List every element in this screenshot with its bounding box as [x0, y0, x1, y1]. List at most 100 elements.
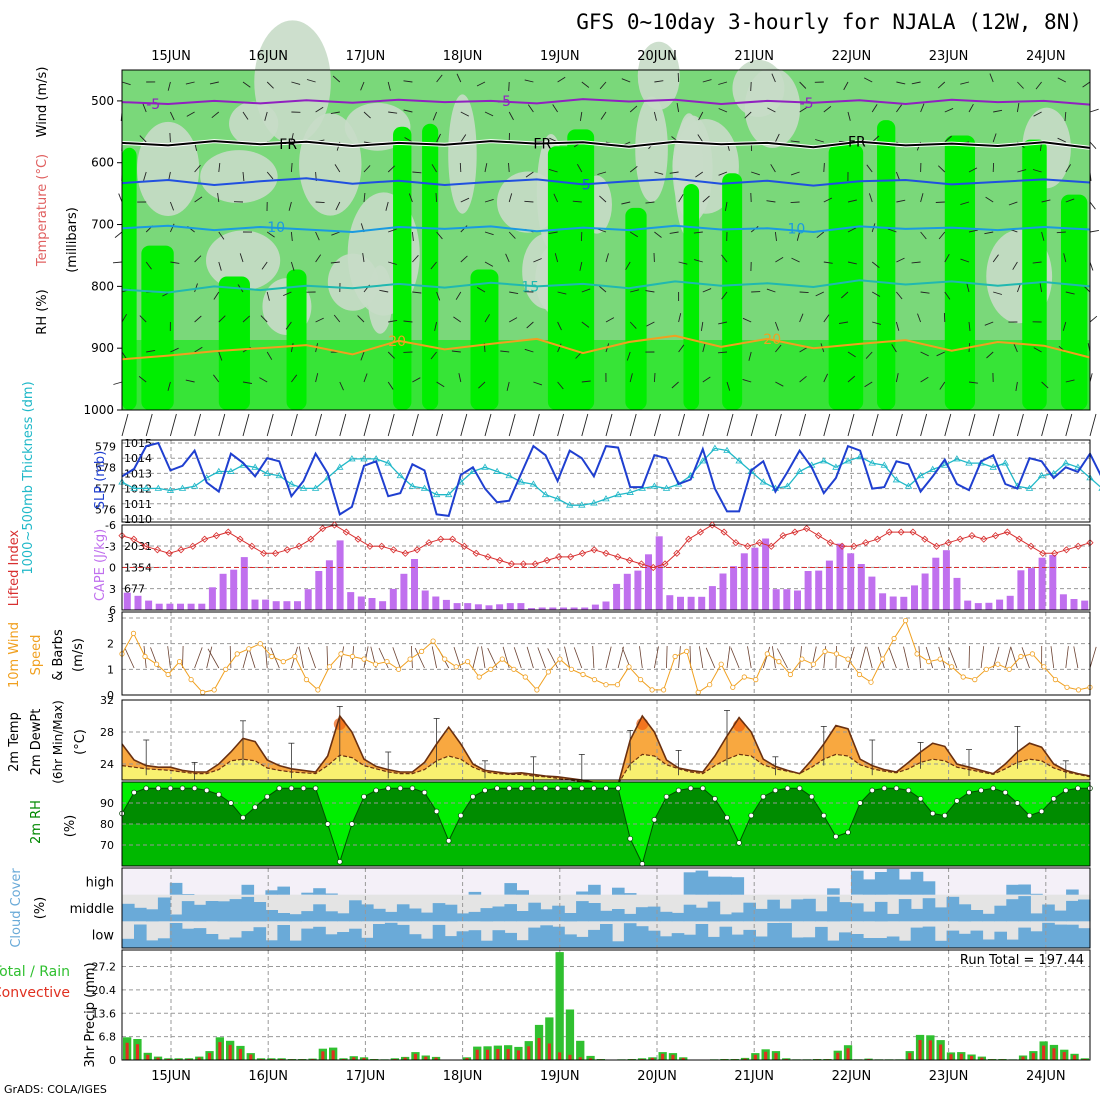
wind-barb	[500, 350, 510, 353]
wind-barb	[1013, 343, 1018, 353]
thickness-marker	[384, 459, 392, 466]
y-tick-label: 900	[91, 341, 114, 355]
wind-barb	[335, 201, 341, 211]
wind-barb	[194, 283, 198, 293]
rh-dry-area	[299, 113, 362, 216]
wind-barb	[920, 193, 924, 203]
thickness-marker	[481, 463, 489, 470]
wind-barb	[385, 201, 389, 211]
rh2m-marker	[1075, 785, 1081, 792]
precip-convective-bar	[1052, 1048, 1056, 1060]
wind-barb	[1056, 231, 1066, 234]
thickness-marker	[408, 482, 417, 489]
rh2m-marker	[566, 785, 573, 792]
wind-barb	[887, 228, 897, 233]
wind-barb	[169, 111, 175, 121]
wind-barb	[790, 171, 800, 176]
wind-barb	[799, 313, 804, 323]
wind10m-barb	[411, 645, 413, 669]
cape-bar	[879, 593, 887, 610]
precip-convective-bar	[1031, 1053, 1035, 1060]
thickness-marker	[553, 495, 562, 502]
wind-barb	[552, 104, 558, 113]
lifted-marker	[755, 539, 764, 547]
lifted-marker	[413, 546, 421, 554]
cloud-cell	[695, 907, 709, 922]
wind-barb	[404, 137, 413, 143]
isotherm-line	[121, 98, 1091, 106]
wind-barb	[598, 285, 607, 293]
wind-barb	[266, 351, 273, 360]
rh2m-marker	[579, 785, 585, 792]
cape-bar	[1070, 599, 1078, 610]
cloud-cell	[396, 924, 410, 948]
thickness-marker	[360, 455, 368, 462]
cloud-cell	[1054, 910, 1067, 922]
wind-barb	[387, 81, 391, 91]
cloud-cell	[958, 904, 972, 922]
cape-bar	[336, 540, 344, 610]
wind-barb	[242, 111, 249, 120]
cloud-cell	[827, 888, 840, 895]
wind-barb	[484, 111, 494, 117]
thickness-marker	[1062, 459, 1070, 466]
date-label-top: 16JUN	[248, 49, 288, 64]
cloud-cell	[325, 911, 338, 922]
wind10m-marker	[280, 658, 286, 665]
lifted-marker	[177, 546, 185, 554]
cloud-cell	[432, 924, 446, 948]
cloud-cell	[349, 900, 362, 922]
cloud-cell	[384, 911, 398, 922]
wind-barb	[315, 106, 324, 113]
cape-bar	[762, 538, 770, 610]
wind10m-marker	[926, 658, 932, 665]
date-label-top: 22JUN	[832, 49, 872, 64]
wind-barb	[1012, 261, 1018, 270]
cloud-cell	[671, 912, 685, 922]
wind-barb	[118, 193, 123, 203]
cape-bar	[804, 571, 812, 610]
wind-barb	[524, 79, 534, 83]
wind-barb	[718, 171, 728, 176]
wind10m-marker	[395, 666, 402, 672]
lifted-marker	[389, 546, 398, 554]
wind10m-marker	[949, 664, 955, 670]
precip-convective-bar	[228, 1044, 232, 1060]
wind-barb	[435, 192, 438, 203]
axis-label-lifted: Lifted Index	[7, 529, 22, 606]
wind-barb	[630, 289, 640, 293]
wind-barb	[315, 317, 324, 323]
wind-barb	[484, 261, 494, 267]
cape-bar	[889, 596, 897, 610]
precip-convective-bar	[197, 1057, 201, 1060]
cloud-cell	[612, 941, 625, 948]
wind10m-marker	[741, 674, 747, 680]
precip-convective-bar	[125, 1042, 129, 1060]
cape-bar	[219, 573, 227, 610]
axis-label-cloud: Cloud Cover	[9, 868, 24, 948]
cloud-cell	[241, 931, 255, 948]
axis-label-thickness: 1000~500mb Thickness (dm)	[21, 381, 36, 574]
cape-bar	[177, 603, 184, 610]
cape-bar	[645, 554, 652, 610]
cloud-cell	[898, 940, 912, 948]
precip-convective-bar	[238, 1049, 242, 1060]
rh2m-marker	[821, 812, 827, 819]
wind-barb	[840, 291, 849, 299]
wind-barb	[944, 253, 950, 263]
cape-bar	[368, 598, 376, 610]
wind-barb	[266, 81, 274, 89]
cloud-cell	[851, 934, 864, 948]
wind10m-marker	[303, 676, 309, 683]
cloud-cell	[301, 911, 314, 922]
wind-barb	[895, 171, 901, 181]
thickness-tick-label: 579	[95, 440, 116, 453]
wind-barb	[291, 81, 301, 85]
cloud-cell	[922, 881, 936, 895]
wind-barb	[621, 201, 631, 205]
rh2m-marker	[796, 785, 803, 792]
wind10m-marker	[188, 676, 194, 683]
wind-barb	[847, 111, 851, 121]
thickness-marker	[1049, 469, 1058, 477]
cloud-cell	[600, 924, 613, 948]
